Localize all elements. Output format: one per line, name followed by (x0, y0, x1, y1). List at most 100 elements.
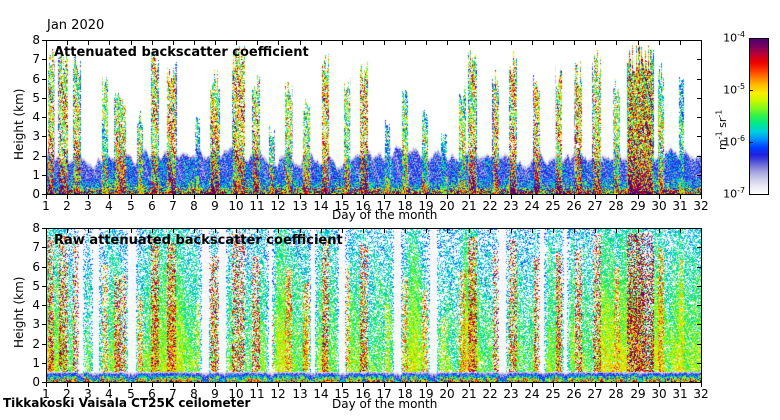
x-tick-top-0-26 (574, 40, 575, 45)
y-tick-label-1-0: 0 (32, 375, 40, 389)
y-tick-right-0-7 (697, 59, 702, 60)
y-tick-left-1-1 (42, 363, 47, 364)
x-tick-bottom-1-31 (680, 382, 681, 387)
x-tick-top-1-22 (490, 228, 491, 233)
x-tick-bottom-0-25 (553, 194, 554, 199)
x-tick-top-1-32 (701, 228, 702, 233)
x-tick-bottom-0-19 (426, 194, 427, 199)
y-tick-left-0-7 (42, 59, 47, 60)
x-tick-label-1-7: 7 (169, 387, 177, 401)
x-tick-bottom-0-26 (574, 194, 575, 199)
x-tick-bottom-0-22 (490, 194, 491, 199)
attenuated-backscatter-heatmap (47, 41, 701, 194)
x-tick-top-1-15 (342, 228, 343, 233)
x-tick-label-1-24: 24 (524, 387, 540, 401)
y-tick-left-1-2 (42, 344, 47, 345)
y-tick-left-1-7 (42, 247, 47, 248)
x-tick-bottom-1-23 (511, 382, 512, 387)
x-tick-label-1-9: 9 (211, 387, 219, 401)
y-tick-label-0-4: 4 (32, 110, 40, 124)
x-tick-top-1-5 (131, 228, 132, 233)
y-tick-right-1-1 (697, 363, 702, 364)
x-tick-label-0-26: 26 (566, 199, 582, 213)
y-tick-label-1-1: 1 (32, 356, 40, 370)
colorbar-tick-3 (749, 194, 753, 195)
y-tick-right-0-3 (697, 136, 702, 137)
footer-caption: Tikkakoski Vaisala CT25K ceilometer (3, 396, 251, 410)
x-axis-title-bottom: Day of the month (332, 397, 438, 411)
x-tick-top-1-3 (88, 228, 89, 233)
x-tick-bottom-1-13 (300, 382, 301, 387)
y-tick-label-1-6: 6 (32, 260, 40, 274)
x-tick-top-1-17 (384, 228, 385, 233)
y-tick-right-0-8 (697, 40, 702, 41)
x-tick-top-1-6 (152, 228, 153, 233)
y-tick-left-0-4 (42, 117, 47, 118)
x-tick-bottom-1-9 (215, 382, 216, 387)
x-tick-top-0-13 (300, 40, 301, 45)
panel-heading-attenuated: Attenuated backscatter coefficient (54, 45, 309, 60)
x-tick-top-0-17 (384, 40, 385, 45)
x-tick-bottom-0-3 (88, 194, 89, 199)
x-tick-bottom-0-32 (701, 194, 702, 199)
x-tick-label-1-31: 31 (672, 387, 688, 401)
x-tick-bottom-1-21 (469, 382, 470, 387)
x-tick-top-1-2 (67, 228, 68, 233)
x-tick-bottom-1-30 (659, 382, 660, 387)
x-tick-label-1-30: 30 (651, 387, 667, 401)
y-tick-left-0-0 (42, 194, 47, 195)
y-tick-right-0-6 (697, 79, 702, 80)
x-tick-bottom-0-29 (638, 194, 639, 199)
x-tick-top-0-7 (173, 40, 174, 45)
x-tick-top-0-22 (490, 40, 491, 45)
x-tick-label-0-1: 1 (42, 199, 50, 213)
x-tick-bottom-1-28 (616, 382, 617, 387)
x-tick-label-0-15: 15 (334, 199, 350, 213)
x-tick-top-0-29 (638, 40, 639, 45)
x-tick-label-0-27: 27 (587, 199, 603, 213)
x-tick-top-1-1 (46, 228, 47, 233)
y-tick-left-1-0 (42, 382, 47, 383)
x-tick-top-0-19 (426, 40, 427, 45)
x-tick-label-0-20: 20 (439, 199, 455, 213)
x-tick-label-0-29: 29 (630, 199, 646, 213)
x-tick-label-1-25: 25 (545, 387, 561, 401)
x-tick-bottom-1-19 (426, 382, 427, 387)
colorbar-tick-label-0: 10-4 (723, 29, 745, 45)
x-tick-top-1-24 (532, 228, 533, 233)
x-tick-bottom-1-2 (67, 382, 68, 387)
x-tick-label-0-12: 12 (270, 199, 286, 213)
x-tick-bottom-0-31 (680, 194, 681, 199)
x-tick-bottom-1-3 (88, 382, 89, 387)
y-tick-left-0-8 (42, 40, 47, 41)
x-tick-bottom-0-12 (278, 194, 279, 199)
x-tick-bottom-0-28 (616, 194, 617, 199)
y-tick-label-0-0: 0 (32, 187, 40, 201)
colorbar-tick-label-2: 10-6 (723, 133, 745, 149)
y-tick-left-0-3 (42, 136, 47, 137)
x-tick-label-1-16: 16 (355, 387, 371, 401)
x-tick-label-1-28: 28 (608, 387, 624, 401)
y-tick-label-0-3: 3 (32, 129, 40, 143)
x-tick-bottom-1-10 (236, 382, 237, 387)
x-tick-label-0-2: 2 (63, 199, 71, 213)
y-tick-label-0-7: 7 (32, 52, 40, 66)
x-tick-top-1-11 (257, 228, 258, 233)
x-tick-label-1-2: 2 (63, 387, 71, 401)
x-tick-top-0-32 (701, 40, 702, 45)
x-tick-bottom-0-14 (321, 194, 322, 199)
y-tick-left-1-3 (42, 324, 47, 325)
x-axis-title-top: Day of the month (332, 208, 438, 222)
x-tick-top-0-27 (595, 40, 596, 45)
x-tick-top-0-28 (616, 40, 617, 45)
y-tick-label-1-5: 5 (32, 279, 40, 293)
y-tick-label-0-1: 1 (32, 168, 40, 182)
y-tick-right-0-0 (697, 194, 702, 195)
x-tick-top-0-15 (342, 40, 343, 45)
x-tick-bottom-0-4 (109, 194, 110, 199)
x-tick-top-1-30 (659, 228, 660, 233)
y-tick-right-0-2 (697, 156, 702, 157)
colorbar-gradient (750, 39, 768, 194)
y-tick-left-1-5 (42, 286, 47, 287)
x-tick-label-1-14: 14 (313, 387, 329, 401)
